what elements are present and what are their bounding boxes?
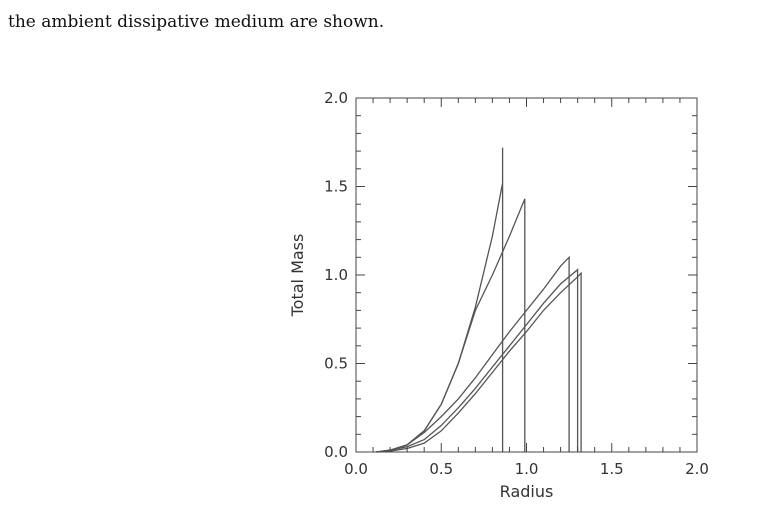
y-tick-label: 0.0 — [324, 443, 348, 461]
y-tick-label: 1.5 — [324, 178, 348, 196]
x-tick-label: 0.5 — [429, 460, 453, 478]
mass-curve-5 — [376, 271, 582, 453]
x-tick-label: 2.0 — [685, 460, 709, 478]
y-axis-title: Total Mass — [288, 234, 307, 318]
x-tick-label: 0.0 — [344, 460, 368, 478]
y-tick-label: 1.0 — [324, 266, 348, 284]
y-tick-label: 0.5 — [324, 355, 348, 373]
x-tick-label: 1.0 — [515, 460, 539, 478]
y-tick-label: 2.0 — [324, 89, 348, 107]
plot-frame — [355, 97, 698, 453]
x-axis-title: Radius — [500, 482, 554, 501]
x-tick-label: 1.5 — [600, 460, 624, 478]
mass-curve-3 — [376, 255, 570, 453]
caption-text: the ambient dissipative medium are shown… — [8, 12, 385, 32]
mass-curve-4 — [376, 268, 579, 453]
